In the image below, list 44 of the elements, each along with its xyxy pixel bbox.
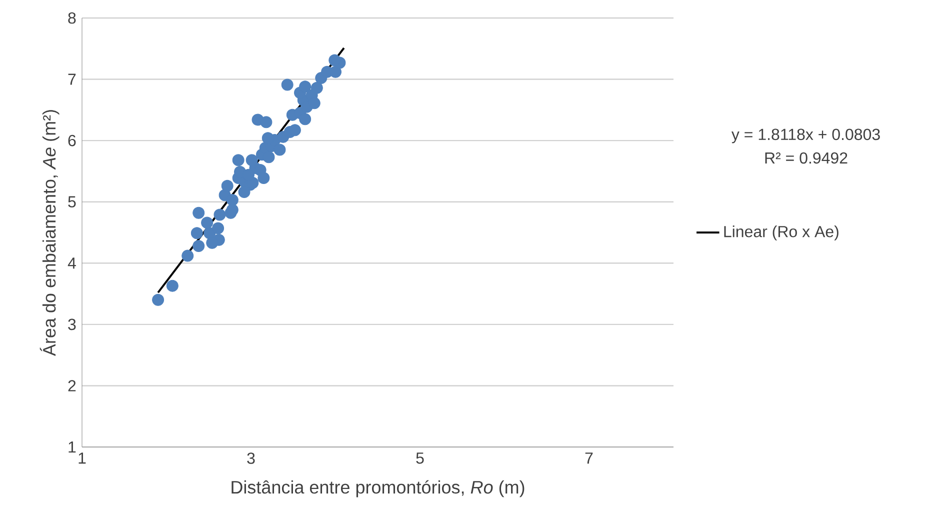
y-axis-title: Área do embaiamento, Ae (m²): [40, 110, 60, 356]
point: [330, 66, 342, 78]
point: [214, 208, 226, 221]
point: [258, 172, 270, 184]
text: y = 1.8118x + 0.0803: [731, 128, 880, 144]
y-tick-label: 4: [68, 258, 76, 269]
point: [221, 180, 234, 192]
y-tick-label: 8: [68, 12, 76, 24]
point: [310, 82, 323, 94]
y-tick-label: 7: [68, 74, 76, 85]
y-tick-label: 6: [68, 134, 76, 146]
y-tick-label: 3: [68, 318, 76, 330]
point: [232, 154, 244, 166]
y-tick-label: 2: [68, 380, 76, 392]
y-tick-label: 1: [68, 442, 76, 453]
point: [152, 294, 164, 306]
point: [206, 236, 218, 249]
point: [308, 97, 320, 110]
text: R² = 0.9492: [765, 152, 848, 164]
x-tick-label: 5: [416, 452, 424, 464]
point: [274, 144, 286, 156]
point: [238, 186, 250, 198]
point: [260, 116, 272, 128]
point: [192, 240, 205, 252]
point: [226, 194, 238, 206]
point: [328, 54, 341, 66]
point: [246, 154, 258, 166]
point: [226, 204, 238, 216]
point: [166, 280, 178, 292]
legend-label: Linear (Ro x Ae): [724, 226, 838, 240]
point: [192, 206, 205, 219]
point: [299, 113, 312, 126]
x-axis-title: Distância entre promontórios, Ro (m): [232, 480, 524, 498]
x-tick-label: 7: [585, 452, 593, 464]
point: [201, 216, 214, 229]
point: [212, 222, 224, 234]
x-tick-label: 1: [78, 452, 86, 464]
point: [281, 78, 294, 91]
point: [262, 151, 275, 164]
point: [182, 250, 194, 262]
point: [299, 80, 312, 93]
x-tick-label: 3: [247, 452, 255, 464]
y-tick-label: 5: [68, 196, 76, 208]
point: [190, 227, 203, 240]
